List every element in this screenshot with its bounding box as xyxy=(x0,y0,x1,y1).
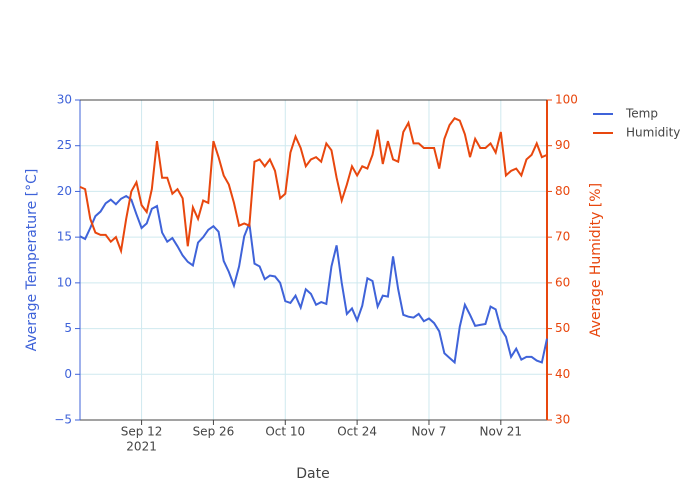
x-tick-label: Nov 21 xyxy=(480,425,523,439)
y2-tick-label: 90 xyxy=(555,138,570,152)
y2-tick-label: 80 xyxy=(555,184,570,198)
y-tick-label: 10 xyxy=(57,275,72,289)
y-tick-label: 5 xyxy=(64,321,72,335)
y-tick-label: 0 xyxy=(64,367,72,381)
y-tick-label: 30 xyxy=(57,93,72,107)
y-tick-label: 20 xyxy=(57,184,72,198)
y2-axis-title: Average Humidity [%] xyxy=(588,183,604,337)
y2-tick-label: 60 xyxy=(555,275,570,289)
y2-tick-label: 100 xyxy=(555,93,578,107)
legend-label: Humidity xyxy=(626,126,680,140)
x-tick-label: Sep 12 xyxy=(121,425,163,439)
y-tick-label: −5 xyxy=(54,413,72,427)
x-tick-label: Nov 7 xyxy=(412,425,447,439)
y2-tick-label: 40 xyxy=(555,367,570,381)
y-tick-label: 25 xyxy=(57,138,72,152)
x-axis-title: Date xyxy=(296,466,329,482)
legend-label: Temp xyxy=(625,107,658,121)
y-tick-label: 15 xyxy=(57,230,72,244)
x-tick-label: Oct 24 xyxy=(337,425,377,439)
series-line xyxy=(79,194,548,365)
y2-tick-label: 70 xyxy=(555,230,570,244)
y2-tick-label: 30 xyxy=(555,413,570,427)
y2-tick-label: 50 xyxy=(555,321,570,335)
series-line xyxy=(79,117,548,255)
x-tick-label: Oct 10 xyxy=(265,425,305,439)
x-tick-label: Sep 26 xyxy=(193,425,235,439)
y-axis-title: Average Temperature [°C] xyxy=(24,169,40,352)
x-year-label: 2021 xyxy=(126,440,157,454)
